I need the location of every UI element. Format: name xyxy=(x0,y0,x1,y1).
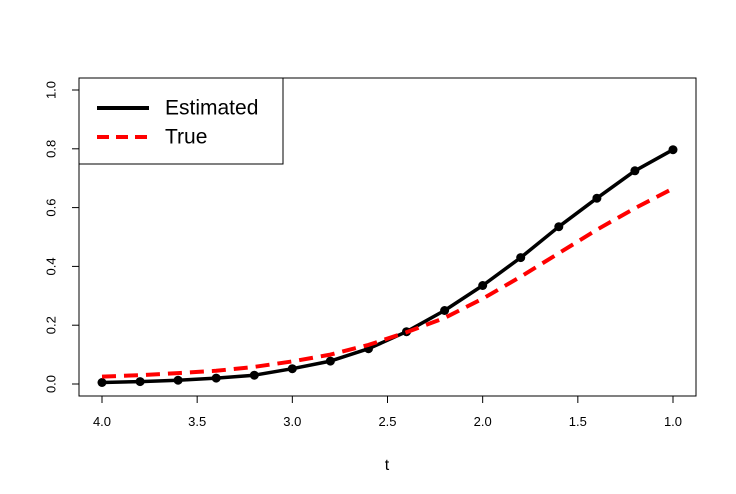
series-point-estimated xyxy=(249,370,259,380)
series-line-estimated xyxy=(101,148,674,385)
series-point-estimated xyxy=(173,375,183,385)
series-point-estimated xyxy=(630,166,640,176)
series-layer xyxy=(97,145,678,387)
x-tick-label: 3.0 xyxy=(283,414,301,429)
y-tick-label: 0.0 xyxy=(44,375,59,393)
legend: Estimated True xyxy=(78,77,284,165)
x-tick-label: 1.5 xyxy=(569,414,587,429)
x-tick-label: 2.0 xyxy=(474,414,492,429)
x-tick-label: 1.0 xyxy=(664,414,682,429)
y-axis: 0.0 0.2 0.4 0.6 0.8 1.0 xyxy=(44,81,80,393)
y-tick-label: 0.8 xyxy=(44,140,59,158)
x-tick-label: 4.0 xyxy=(93,414,111,429)
series-line-true xyxy=(101,186,674,379)
y-tick-label: 0.2 xyxy=(44,316,59,334)
series-point-estimated xyxy=(440,306,450,315)
y-tick-label: 0.4 xyxy=(44,257,59,275)
series-point-estimated xyxy=(516,253,526,263)
series-point-estimated xyxy=(325,356,335,366)
series-point-estimated xyxy=(592,193,602,203)
series-point-estimated xyxy=(478,281,488,290)
series-point-estimated xyxy=(554,222,564,232)
legend-label-true: True xyxy=(165,126,207,149)
legend-label-estimated: Estimated xyxy=(165,97,258,120)
x-tick-label: 2.5 xyxy=(378,414,396,429)
series-point-estimated xyxy=(211,373,221,383)
y-tick-label: 1.0 xyxy=(44,81,59,99)
legend-box xyxy=(78,77,284,165)
x-axis-label: t xyxy=(385,457,390,474)
x-tick-label: 3.5 xyxy=(188,414,206,429)
series-point-estimated xyxy=(668,145,678,155)
x-axis: 4.0 3.5 3.0 2.5 2.0 1.5 1.0 xyxy=(93,395,682,429)
series-point-estimated xyxy=(135,377,145,387)
y-tick-label: 0.6 xyxy=(44,199,59,217)
series-point-estimated xyxy=(287,364,297,374)
series-point-estimated xyxy=(97,378,107,387)
